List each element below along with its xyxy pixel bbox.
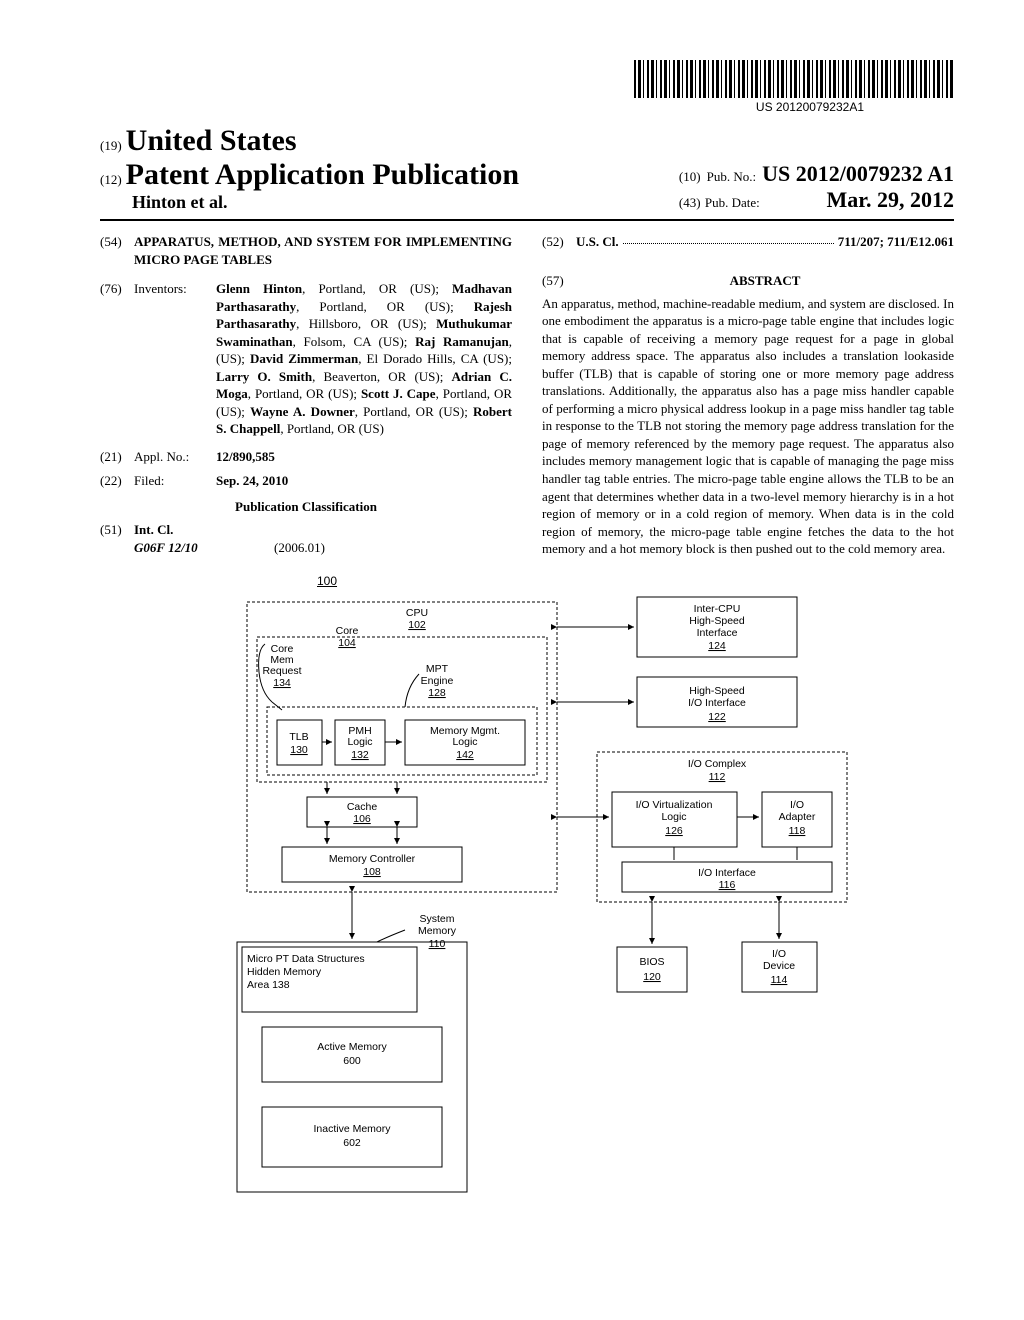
svg-text:112: 112 <box>709 771 726 783</box>
svg-text:134: 134 <box>273 677 291 689</box>
field-57-num: (57) <box>542 273 576 289</box>
field-51-num: (51) <box>100 521 134 556</box>
svg-text:Logic: Logic <box>661 811 686 823</box>
field-54-num: (54) <box>100 233 134 268</box>
svg-text:116: 116 <box>719 879 736 891</box>
uscl-value: 711/207; 711/E12.061 <box>838 234 954 249</box>
svg-text:Logic: Logic <box>452 736 477 748</box>
svg-text:I/O: I/O <box>772 948 786 960</box>
svg-text:BIOS: BIOS <box>639 956 664 968</box>
pub-number: US 2012/0079232 A1 <box>762 161 954 187</box>
svg-text:System: System <box>419 913 454 925</box>
svg-text:Adapter: Adapter <box>779 811 816 823</box>
left-column: (54) APPARATUS, METHOD, AND SYSTEM FOR I… <box>100 233 512 562</box>
svg-text:124: 124 <box>708 640 726 652</box>
svg-text:High-Speed: High-Speed <box>689 685 745 697</box>
svg-text:104: 104 <box>338 637 356 649</box>
intcl-label: Int. Cl. <box>134 522 173 537</box>
svg-text:Inactive Memory: Inactive Memory <box>313 1123 391 1135</box>
svg-text:110: 110 <box>429 938 446 950</box>
filed-label: Filed: <box>134 472 216 490</box>
barcode <box>634 60 954 98</box>
svg-text:Logic: Logic <box>347 736 372 748</box>
svg-text:142: 142 <box>456 749 474 761</box>
svg-text:600: 600 <box>343 1055 361 1067</box>
filed-date: Sep. 24, 2010 <box>216 473 288 488</box>
svg-text:114: 114 <box>771 974 788 986</box>
svg-text:I/O Interface: I/O Interface <box>688 697 746 709</box>
svg-text:TLB: TLB <box>289 731 308 743</box>
svg-text:108: 108 <box>363 866 381 878</box>
abstract-heading: ABSTRACT <box>576 273 954 289</box>
prefix-43: (43) <box>679 195 701 210</box>
svg-text:120: 120 <box>643 971 661 983</box>
svg-text:Hidden Memory: Hidden Memory <box>247 966 322 978</box>
svg-text:118: 118 <box>789 825 806 837</box>
block-diagram: CPU 102 Core 104 Core Mem Request 134 MP… <box>187 592 867 1202</box>
svg-text:106: 106 <box>353 813 371 825</box>
svg-text:Memory: Memory <box>418 925 457 937</box>
svg-text:132: 132 <box>351 749 369 761</box>
svg-text:High-Speed: High-Speed <box>689 615 745 627</box>
svg-text:130: 130 <box>290 744 308 756</box>
svg-text:126: 126 <box>665 825 683 837</box>
barcode-text: US 20120079232A1 <box>756 100 864 114</box>
svg-text:I/O Complex: I/O Complex <box>688 758 747 770</box>
svg-text:Request: Request <box>262 665 301 677</box>
header: (19) United States (12) Patent Applicati… <box>100 124 954 221</box>
abstract-text: An apparatus, method, machine-readable m… <box>542 295 954 558</box>
svg-text:Device: Device <box>763 960 795 972</box>
invention-title: APPARATUS, METHOD, AND SYSTEM FOR IMPLEM… <box>134 233 512 268</box>
svg-text:Inter-CPU: Inter-CPU <box>694 603 741 615</box>
field-52-num: (52) <box>542 233 576 251</box>
right-column: (52) U.S. Cl. 711/207; 711/E12.061 (57) … <box>542 233 954 562</box>
svg-text:602: 602 <box>343 1137 361 1149</box>
applno-label: Appl. No.: <box>134 448 216 466</box>
svg-text:Core: Core <box>336 625 359 637</box>
svg-text:I/O Virtualization: I/O Virtualization <box>636 799 713 811</box>
prefix-10: (10) <box>679 169 701 185</box>
svg-text:128: 128 <box>428 687 446 699</box>
svg-text:I/O: I/O <box>790 799 804 811</box>
country: United States <box>126 124 297 157</box>
field-22-num: (22) <box>100 472 134 490</box>
barcode-block: US 20120079232A1 <box>100 60 954 114</box>
svg-text:I/O Interface: I/O Interface <box>698 867 756 879</box>
pubdate-label: Pub. Date: <box>705 195 760 210</box>
authors-short: Hinton et al. <box>132 192 228 212</box>
prefix-19: (19) <box>100 138 122 153</box>
svg-text:MPT: MPT <box>426 663 449 675</box>
figure-ref-number: 100 <box>317 574 337 588</box>
body-columns: (54) APPARATUS, METHOD, AND SYSTEM FOR I… <box>100 233 954 562</box>
uscl-label: U.S. Cl. <box>576 234 619 249</box>
field-21-num: (21) <box>100 448 134 466</box>
svg-text:Interface: Interface <box>697 627 738 639</box>
svg-text:Area 138: Area 138 <box>247 979 290 991</box>
inventors-list: Glenn Hinton, Portland, OR (US); Madhava… <box>216 280 512 438</box>
intcl-year: (2006.01) <box>274 539 325 557</box>
svg-text:102: 102 <box>408 619 426 631</box>
prefix-12: (12) <box>100 172 122 187</box>
svg-text:Cache: Cache <box>347 801 378 813</box>
svg-text:Micro PT Data Structures: Micro PT Data Structures <box>247 953 365 965</box>
svg-text:Active Memory: Active Memory <box>317 1041 387 1053</box>
doc-type: Patent Application Publication <box>126 158 519 191</box>
field-76-num: (76) <box>100 280 134 438</box>
appl-number: 12/890,585 <box>216 449 275 464</box>
pub-date: Mar. 29, 2012 <box>826 187 954 213</box>
pub-classification-heading: Publication Classification <box>100 499 512 515</box>
svg-text:Engine: Engine <box>421 675 454 687</box>
intcl-code: G06F 12/10 <box>134 539 274 557</box>
svg-text:Memory Controller: Memory Controller <box>329 853 416 865</box>
svg-text:122: 122 <box>708 711 726 723</box>
pubno-label: Pub. No.: <box>707 169 756 185</box>
leader-dots <box>623 233 834 244</box>
figure-100: 100 CPU 102 Core 104 Core Mem Request <box>187 592 867 1202</box>
inventors-label: Inventors: <box>134 280 216 438</box>
svg-text:CPU: CPU <box>406 607 428 619</box>
